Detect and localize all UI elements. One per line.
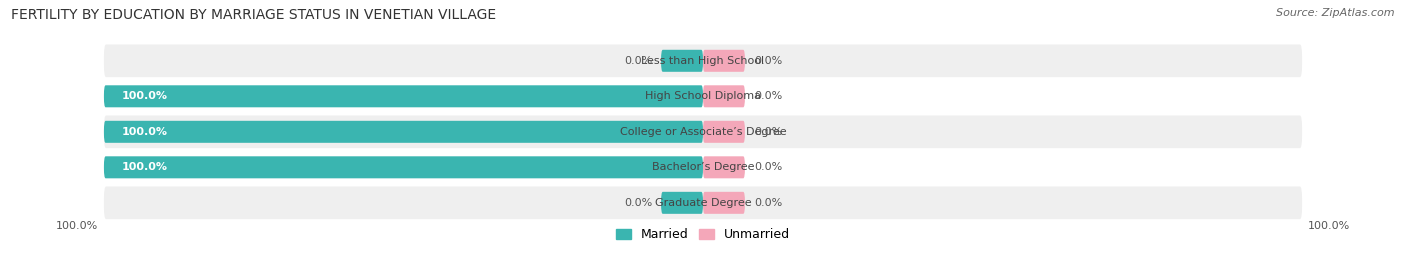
Text: Graduate Degree: Graduate Degree <box>655 198 751 208</box>
FancyBboxPatch shape <box>104 151 1302 184</box>
FancyBboxPatch shape <box>661 50 703 72</box>
Text: College or Associate’s Degree: College or Associate’s Degree <box>620 127 786 137</box>
Text: High School Diploma: High School Diploma <box>645 91 761 101</box>
Text: 100.0%: 100.0% <box>1308 221 1350 231</box>
FancyBboxPatch shape <box>104 115 1302 148</box>
FancyBboxPatch shape <box>104 156 703 178</box>
Text: 0.0%: 0.0% <box>624 198 652 208</box>
Text: 0.0%: 0.0% <box>754 91 782 101</box>
Text: 100.0%: 100.0% <box>122 127 167 137</box>
Legend: Married, Unmarried: Married, Unmarried <box>612 223 794 246</box>
Text: 0.0%: 0.0% <box>754 198 782 208</box>
Text: 0.0%: 0.0% <box>754 162 782 172</box>
Text: 0.0%: 0.0% <box>754 127 782 137</box>
Text: Bachelor’s Degree: Bachelor’s Degree <box>652 162 754 172</box>
FancyBboxPatch shape <box>703 50 745 72</box>
FancyBboxPatch shape <box>703 85 745 107</box>
FancyBboxPatch shape <box>104 121 703 143</box>
Text: 0.0%: 0.0% <box>624 56 652 66</box>
Text: Source: ZipAtlas.com: Source: ZipAtlas.com <box>1277 8 1395 18</box>
FancyBboxPatch shape <box>703 121 745 143</box>
Text: FERTILITY BY EDUCATION BY MARRIAGE STATUS IN VENETIAN VILLAGE: FERTILITY BY EDUCATION BY MARRIAGE STATU… <box>11 8 496 22</box>
Text: Less than High School: Less than High School <box>641 56 765 66</box>
FancyBboxPatch shape <box>661 192 703 214</box>
FancyBboxPatch shape <box>703 192 745 214</box>
Text: 100.0%: 100.0% <box>122 91 167 101</box>
FancyBboxPatch shape <box>104 80 1302 113</box>
Text: 0.0%: 0.0% <box>754 56 782 66</box>
FancyBboxPatch shape <box>703 156 745 178</box>
Text: 100.0%: 100.0% <box>56 221 98 231</box>
FancyBboxPatch shape <box>104 186 1302 219</box>
FancyBboxPatch shape <box>104 85 703 107</box>
FancyBboxPatch shape <box>104 44 1302 77</box>
Text: 100.0%: 100.0% <box>122 162 167 172</box>
